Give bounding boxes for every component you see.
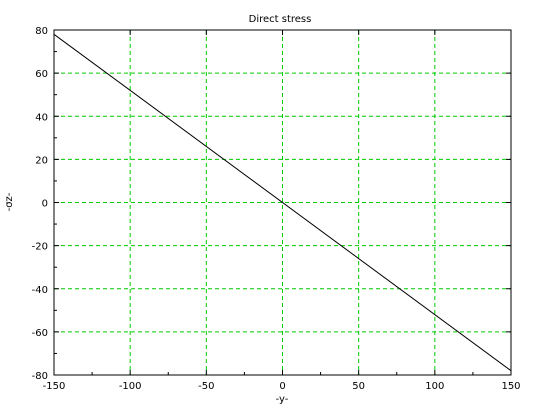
x-tick-labels: -150 -100 -50 0 50 100 150 bbox=[43, 381, 521, 392]
x-tick-label: -100 bbox=[119, 381, 142, 392]
series-layer bbox=[53, 33, 512, 372]
y-tick-label: -80 bbox=[32, 371, 48, 382]
x-tick-label: -150 bbox=[43, 381, 66, 392]
y-tick-label: -60 bbox=[32, 328, 48, 339]
y-tick-label: -40 bbox=[32, 285, 48, 296]
axis-ticks bbox=[53, 29, 512, 376]
chart-title: Direct stress bbox=[249, 14, 312, 25]
y-tick-label: 60 bbox=[35, 69, 48, 80]
x-tick-label: 50 bbox=[352, 381, 365, 392]
x-tick-label: -50 bbox=[198, 381, 214, 392]
x-tick-label: 150 bbox=[501, 381, 520, 392]
y-tick-label: -20 bbox=[32, 242, 48, 253]
y-tick-label: 20 bbox=[35, 155, 48, 166]
y-tick-label: 0 bbox=[42, 199, 48, 210]
x-tick-label: 0 bbox=[279, 381, 285, 392]
x-tick-label: 100 bbox=[425, 381, 444, 392]
series-line bbox=[53, 33, 512, 372]
y-tick-label: 40 bbox=[35, 112, 48, 123]
y-tick-label: 80 bbox=[35, 26, 48, 37]
y-axis-label: -σz- bbox=[4, 192, 15, 211]
x-axis-label: -y- bbox=[276, 394, 289, 405]
y-tick-labels: -80 -60 -40 -20 0 20 40 60 80 bbox=[32, 26, 48, 382]
